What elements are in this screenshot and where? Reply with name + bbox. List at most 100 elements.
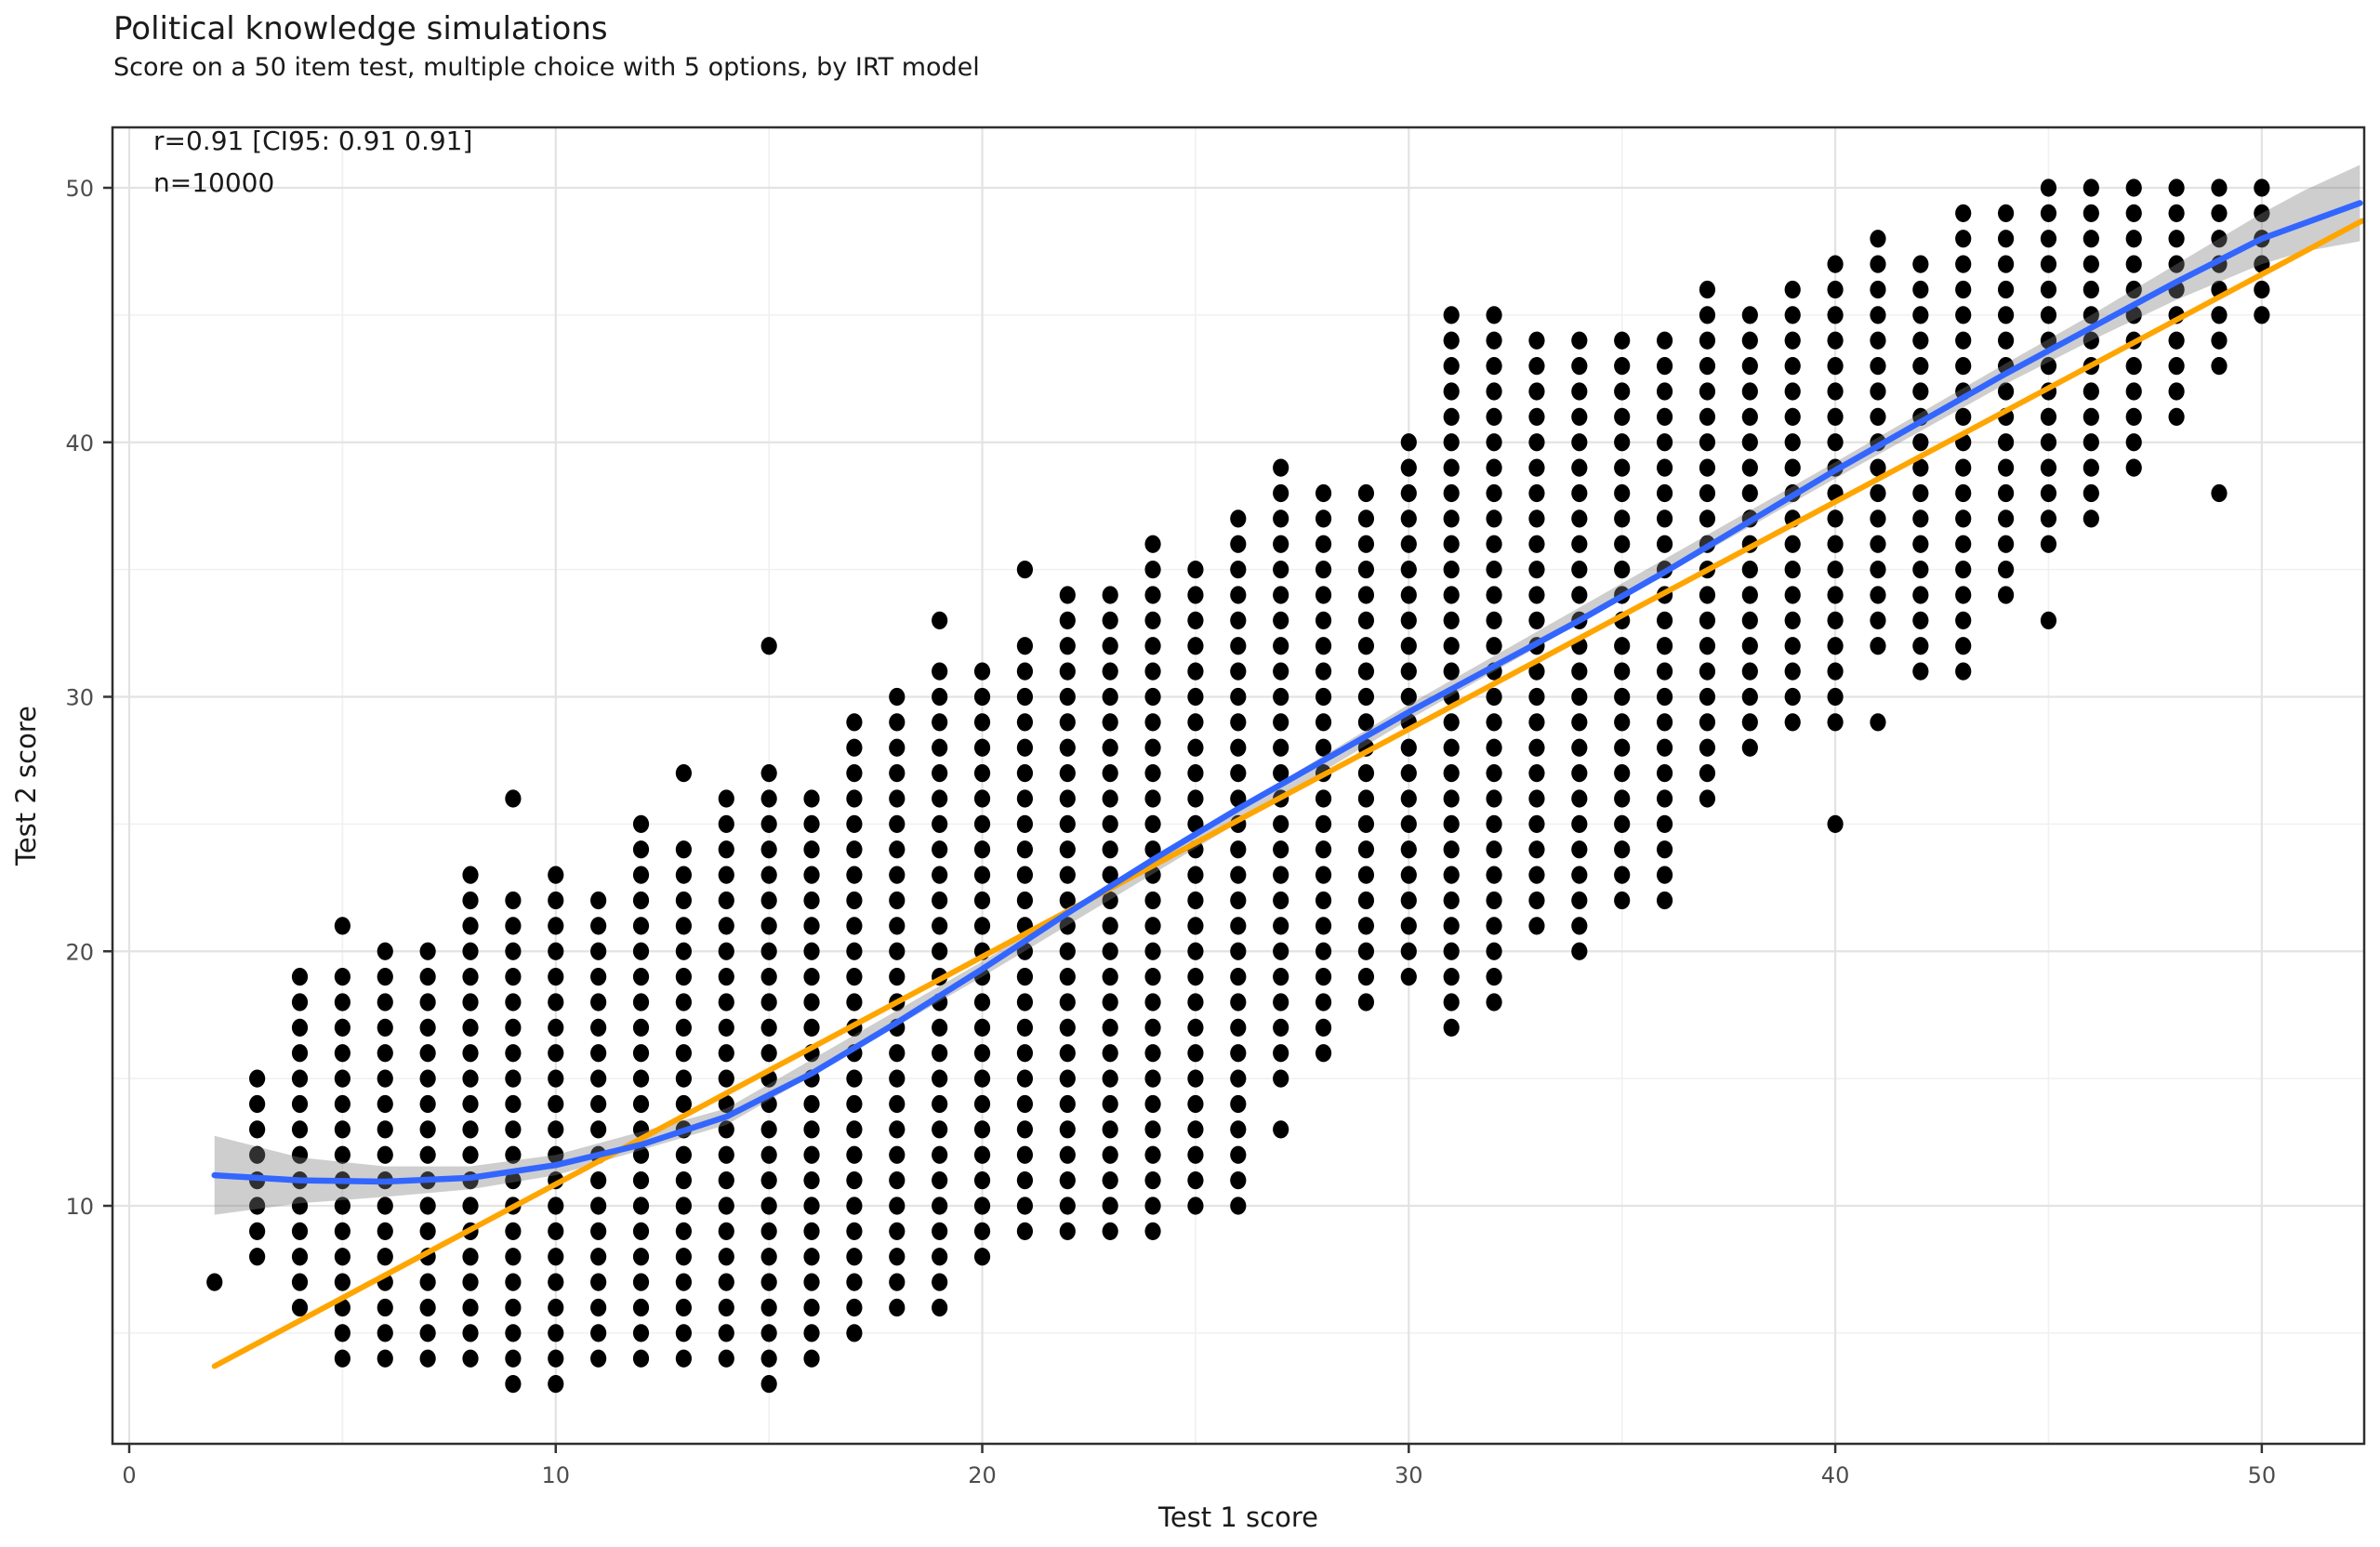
scatter-point <box>1059 1120 1076 1139</box>
scatter-point <box>1912 535 1929 553</box>
scatter-point <box>1997 280 2015 299</box>
scatter-point <box>1614 662 1631 681</box>
scatter-point <box>1486 814 1502 833</box>
scatter-point <box>973 1248 991 1266</box>
scatter-point <box>889 1120 906 1139</box>
scatter-point <box>1230 891 1247 910</box>
scatter-point <box>548 1018 564 1037</box>
scatter-point <box>1059 662 1076 681</box>
scatter-point <box>932 866 948 884</box>
scatter-point <box>505 942 522 960</box>
scatter-point <box>632 1197 650 1215</box>
scatter-point <box>377 993 393 1012</box>
scatter-point <box>1486 891 1502 910</box>
scatter-point <box>1741 611 1758 629</box>
scatter-point <box>1571 458 1588 477</box>
scatter-point <box>1187 1171 1204 1190</box>
scatter-point <box>1315 891 1332 910</box>
scatter-point <box>1443 713 1460 732</box>
scatter-point <box>1230 866 1247 884</box>
scatter-point <box>803 1324 820 1342</box>
scatter-point <box>1016 1120 1034 1139</box>
scatter-point <box>1187 586 1204 604</box>
scatter-point <box>462 1273 479 1291</box>
scatter-point <box>1315 561 1332 579</box>
scatter-point <box>632 1248 650 1266</box>
scatter-point <box>1528 561 1545 579</box>
scatter-point <box>718 1171 734 1190</box>
scatter-point <box>1741 662 1758 681</box>
scatter-point <box>846 1273 863 1291</box>
scatter-point <box>1912 586 1929 604</box>
scatter-point <box>803 1222 820 1240</box>
scatter-point <box>760 840 777 859</box>
scatter-point <box>1997 382 2015 401</box>
scatter-point <box>1784 586 1801 604</box>
scatter-point <box>1102 1044 1118 1063</box>
scatter-point <box>1741 331 1758 350</box>
scatter-point <box>1187 942 1204 960</box>
scatter-point <box>889 1222 906 1240</box>
scatter-point <box>1102 764 1118 783</box>
scatter-point <box>1699 586 1716 604</box>
scatter-point <box>1870 407 1886 426</box>
scatter-point <box>1102 738 1118 757</box>
scatter-point <box>1144 891 1161 910</box>
scatter-point <box>2168 357 2185 376</box>
scatter-point <box>1144 1069 1161 1088</box>
scatter-point <box>846 1222 863 1240</box>
scatter-point <box>462 1197 479 1215</box>
scatter-point <box>1443 611 1460 629</box>
scatter-point <box>1016 814 1034 833</box>
scatter-point <box>590 1197 607 1215</box>
scatter-point <box>1784 433 1801 452</box>
scatter-point <box>846 866 863 884</box>
scatter-point <box>846 917 863 935</box>
scatter-point <box>675 1324 693 1342</box>
scatter-point <box>718 968 734 986</box>
scatter-point <box>590 891 607 910</box>
scatter-point <box>1912 662 1929 681</box>
scatter-point <box>1230 1197 1247 1215</box>
y-tick-label: 40 <box>65 430 94 456</box>
scatter-point <box>2040 255 2057 273</box>
scatter-point <box>2125 204 2142 222</box>
scatter-point <box>760 1273 777 1291</box>
scatter-point <box>932 1044 948 1063</box>
scatter-point <box>2125 178 2142 197</box>
scatter-point <box>1230 917 1247 935</box>
scatter-point <box>1741 561 1758 579</box>
scatter-point <box>1699 483 1716 503</box>
scatter-point <box>505 1324 522 1342</box>
scatter-point <box>1187 1044 1204 1063</box>
scatter-point <box>1016 968 1034 986</box>
scatter-point <box>1144 561 1161 579</box>
scatter-point <box>1656 357 1673 376</box>
scatter-point <box>889 764 906 783</box>
scatter-point <box>1144 993 1161 1012</box>
scatter-point <box>1059 814 1076 833</box>
scatter-point <box>973 1044 991 1063</box>
scatter-point <box>632 1324 650 1342</box>
scatter-point <box>1784 331 1801 350</box>
scatter-point <box>1656 687 1673 707</box>
scatter-point <box>1400 891 1417 910</box>
scatter-point <box>1315 993 1332 1012</box>
scatter-point <box>548 1349 564 1368</box>
scatter-point <box>1912 306 1929 324</box>
scatter-point <box>1997 230 2015 248</box>
scatter-point <box>2040 306 2057 324</box>
scatter-point <box>718 1324 734 1342</box>
scatter-point <box>1486 357 1502 376</box>
scatter-point <box>760 814 777 833</box>
scatter-point <box>1016 789 1034 808</box>
scatter-point <box>2082 255 2099 273</box>
scatter-point <box>505 917 522 935</box>
scatter-point <box>462 1094 479 1114</box>
scatter-point <box>846 738 863 757</box>
scatter-point <box>1187 687 1204 707</box>
scatter-point <box>1699 738 1716 757</box>
scatter-point <box>932 764 948 783</box>
scatter-point <box>1400 942 1417 960</box>
scatter-point <box>1102 662 1118 681</box>
